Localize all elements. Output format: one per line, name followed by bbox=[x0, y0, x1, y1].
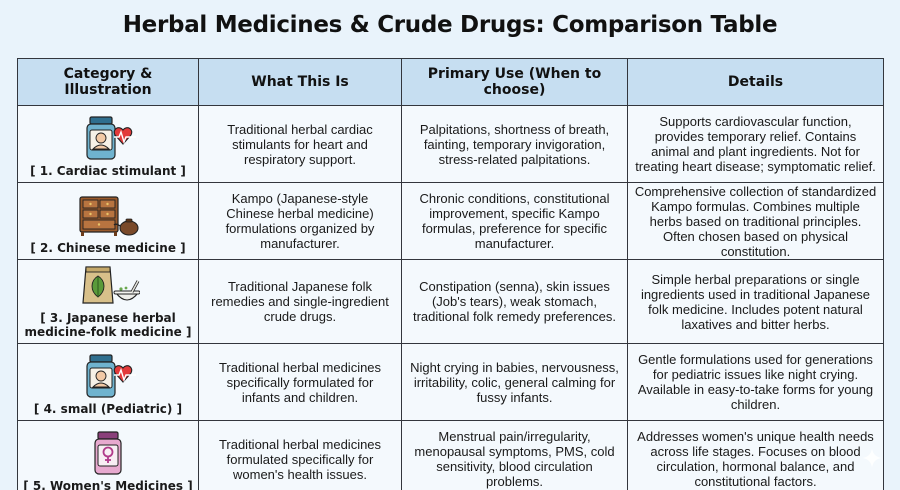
table-row: [ 1. Cardiac stimulant ] Traditional her… bbox=[17, 105, 884, 183]
column-header-use: Primary Use (When to choose) bbox=[401, 58, 628, 106]
what-cell: Kampo (Japanese-style Chinese herbal med… bbox=[198, 182, 402, 260]
what-cell: Traditional Japanese folk remedies and s… bbox=[198, 259, 402, 344]
category-cell: [ 5. Women's Medicines ] bbox=[17, 420, 199, 490]
column-header-what: What This Is bbox=[198, 58, 402, 106]
page-title: Herbal Medicines & Crude Drugs: Comparis… bbox=[122, 12, 778, 38]
category-label: [ 1. Cardiac stimulant ] bbox=[30, 164, 186, 178]
category-cell: [ 1. Cardiac stimulant ] bbox=[17, 105, 199, 183]
use-cell: Menstrual pain/irregularity, menopausal … bbox=[401, 420, 628, 490]
table-row: [ 3. Japanese herbal medicine-folk medic… bbox=[17, 259, 884, 344]
what-cell: Traditional herbal medicines specificall… bbox=[198, 343, 402, 421]
use-cell: Chronic conditions, constitutional impro… bbox=[401, 182, 628, 260]
what-cell: Traditional herbal medicines formulated … bbox=[198, 420, 402, 490]
details-cell: Gentle formulations used for generations… bbox=[627, 343, 884, 421]
herb-bag-mortar-icon bbox=[82, 266, 140, 304]
category-cell: [ 4. small (Pediatric) ] bbox=[17, 343, 199, 421]
category-label: [ 4. small (Pediatric) ] bbox=[33, 402, 183, 416]
category-cell: [ 3. Japanese herbal medicine-folk medic… bbox=[17, 259, 199, 344]
table-row: [ 2. Chinese medicine ] Kampo (Japanese-… bbox=[17, 182, 884, 260]
use-cell: Night crying in babies, nervousness, irr… bbox=[401, 343, 628, 421]
details-cell: Addresses women's unique health needs ac… bbox=[627, 420, 884, 490]
category-label: [ 2. Chinese medicine ] bbox=[30, 241, 186, 255]
table-header-row: Category & Illustration What This Is Pri… bbox=[17, 58, 884, 106]
comparison-table: Category & Illustration What This Is Pri… bbox=[17, 58, 884, 490]
table-row: [ 4. small (Pediatric) ] Traditional her… bbox=[17, 343, 884, 421]
wooden-cabinet-teapot-icon bbox=[79, 196, 139, 236]
category-cell: [ 2. Chinese medicine ] bbox=[17, 182, 199, 260]
medicine-bottle-heart-icon bbox=[86, 116, 136, 160]
column-header-details: Details bbox=[627, 58, 884, 106]
what-cell: Traditional herbal cardiac stimulants fo… bbox=[198, 105, 402, 183]
details-cell: Simple herbal preparations or single ing… bbox=[627, 259, 884, 344]
details-cell: Supports cardiovascular function, provid… bbox=[627, 105, 884, 183]
table-row: [ 5. Women's Medicines ] Traditional her… bbox=[17, 420, 884, 490]
sparkle-icon bbox=[862, 448, 882, 468]
use-cell: Constipation (senna), skin issues (Job's… bbox=[401, 259, 628, 344]
medicine-bottle-heart-icon bbox=[86, 354, 136, 398]
details-cell: Comprehensive collection of standardized… bbox=[627, 182, 884, 260]
female-symbol-bottle-icon bbox=[94, 431, 122, 475]
use-cell: Palpitations, shortness of breath, faint… bbox=[401, 105, 628, 183]
category-label: [ 5. Women's Medicines ] bbox=[23, 479, 193, 490]
column-header-category: Category & Illustration bbox=[17, 58, 199, 106]
category-label: [ 3. Japanese herbal medicine-folk medic… bbox=[24, 311, 192, 339]
